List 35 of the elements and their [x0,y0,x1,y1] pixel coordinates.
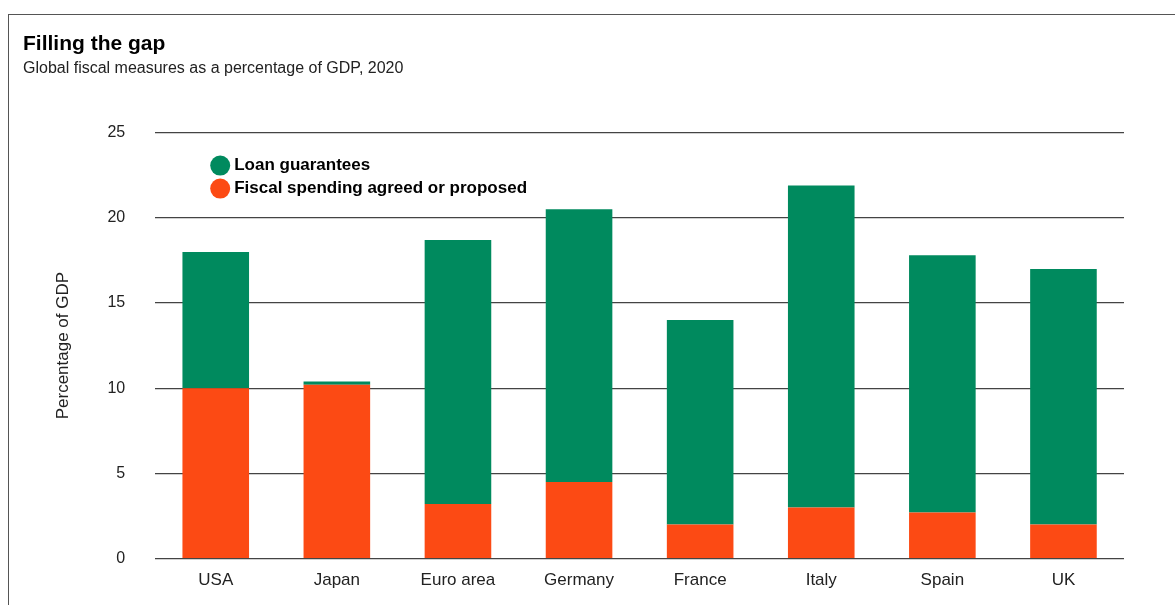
y-tick-label: 20 [107,208,126,226]
x-tick-label: Germany [544,570,615,590]
bar [666,524,734,558]
y-tick-label: 25 [107,123,126,141]
x-tick-label: France [673,570,727,590]
bar [303,381,371,385]
bar [424,239,492,505]
y-tick-label: 15 [107,293,126,311]
bar [787,185,855,508]
bar [909,255,976,513]
y-axis-title: Percentage of GDP [52,271,72,420]
bar [303,384,371,558]
x-tick-label: Italy [805,570,838,590]
y-tick-label: 10 [107,378,126,396]
chart-title: Filling the gap [23,31,166,55]
y-tick-label: 5 [116,463,126,481]
bar [182,388,250,558]
x-tick-label: UK [1051,570,1076,590]
bar [909,512,976,558]
chart-subtitle: Global fiscal measures as a percentage of GDP, 2020 [23,59,404,77]
bar [545,481,613,558]
bar [787,507,855,558]
bar [1030,524,1097,558]
legend-label: Loan guarantees [234,155,371,175]
bar [1030,268,1097,525]
bar [666,320,734,525]
bar [182,251,250,389]
x-tick-label: Spain [920,570,965,590]
x-tick-label: Japan [313,570,361,590]
x-tick-label: USA [198,570,234,590]
legend-label: Fiscal spending agreed or proposed [234,178,528,198]
x-tick-label: Euro area [420,570,496,590]
bar [545,209,613,482]
y-tick-label: 0 [116,549,126,567]
bar [424,504,492,558]
